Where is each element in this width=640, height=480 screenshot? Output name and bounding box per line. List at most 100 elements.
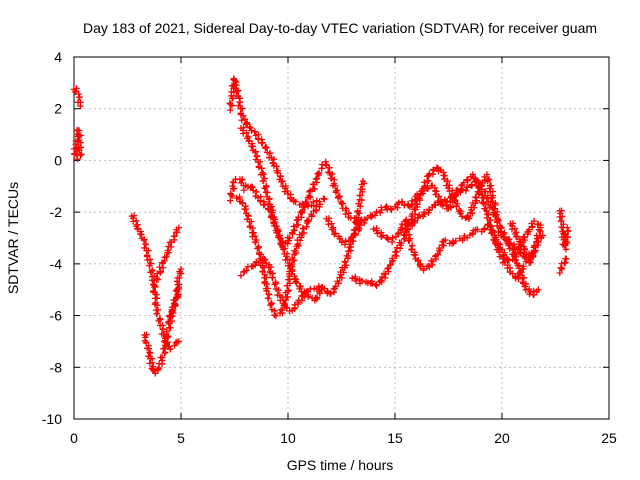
data-point [159,354,166,361]
data-point [143,345,151,352]
data-point [306,194,314,201]
data-point [481,225,488,233]
data-point [436,244,443,252]
data-point [241,116,249,123]
data-point [253,152,261,160]
data-point [521,234,528,241]
data-point [286,234,293,242]
data-point [522,286,529,294]
data-point [394,230,402,238]
data-point [452,237,459,245]
data-point [154,301,161,309]
data-point [278,293,286,301]
data-point [346,243,353,251]
data-point [431,187,439,194]
data-point [521,283,528,290]
data-point [476,179,484,186]
data-point [240,130,247,137]
data-point [435,193,443,200]
y-tick-label: 0 [54,152,62,168]
data-point [355,200,362,207]
points-layer [70,75,572,377]
y-tick-label: -8 [50,359,63,375]
x-tick-label: 5 [177,430,185,446]
data-point [528,250,536,257]
data-point [515,265,523,272]
data-point [563,234,570,241]
data-point [258,165,265,172]
data-point [420,267,427,274]
data-point [557,217,565,225]
data-point [520,274,528,281]
data-point [398,198,406,205]
data-point [146,256,154,263]
data-point [297,282,304,290]
data-point [535,238,542,245]
data-point [157,268,164,275]
data-point [558,207,565,214]
series-track-s [556,255,570,277]
data-point [166,312,173,319]
data-point [148,359,156,366]
data-point [418,188,425,195]
data-point [313,294,321,301]
x-tick-label: 15 [387,430,403,446]
data-point [271,281,278,288]
data-point [530,217,538,225]
data-point [300,291,307,299]
data-point [75,93,83,101]
data-point [161,254,168,261]
data-point [484,178,491,185]
series-track-a [70,85,84,110]
data-point [312,175,320,183]
data-point [520,263,527,270]
data-point [261,256,268,263]
data-point [433,164,441,171]
data-point [249,184,256,191]
data-point [328,220,335,227]
data-point [457,210,464,217]
data-point [453,202,460,210]
data-point [265,206,272,213]
data-point [153,274,160,282]
data-point [483,195,490,202]
data-point [77,152,84,159]
data-point [384,265,391,273]
data-point [398,239,405,247]
data-point [484,192,492,199]
data-point [425,262,433,269]
data-point [296,231,303,238]
data-point [284,288,292,295]
data-point [271,216,279,223]
data-point [154,270,161,277]
data-point [269,159,277,166]
data-point [477,182,485,189]
data-point [284,240,291,247]
data-point [149,287,157,295]
data-point [142,339,150,346]
data-point [234,88,241,95]
data-point [273,223,280,230]
data-point [342,210,349,218]
data-point [343,252,351,260]
data-point [291,247,298,255]
data-point [164,334,171,341]
data-point [277,172,284,180]
series-track-j [227,175,326,304]
data-point [474,226,481,233]
data-point [256,251,263,258]
data-point [268,300,275,308]
data-point [478,199,486,206]
x-tick-label: 25 [601,430,617,446]
data-point [342,258,349,266]
data-point [395,199,402,206]
data-point [279,237,286,245]
data-point [410,251,418,258]
data-point [315,169,323,177]
data-point [230,82,237,89]
data-point [416,211,423,219]
data-point [408,245,416,253]
